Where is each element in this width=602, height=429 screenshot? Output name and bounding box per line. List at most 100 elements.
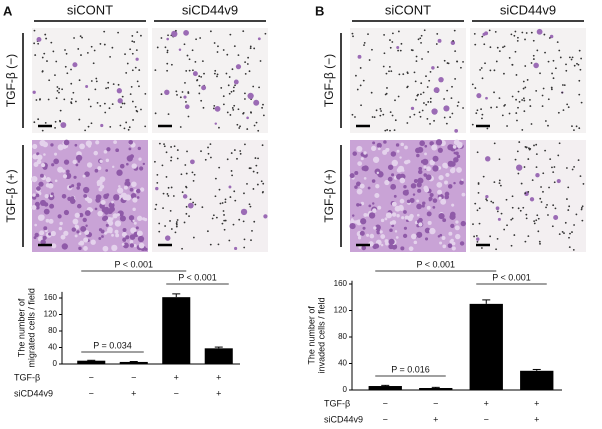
- cell: [485, 198, 488, 200]
- cell: [156, 173, 159, 176]
- cell: [92, 62, 95, 65]
- cell: [134, 66, 137, 69]
- cell: [233, 190, 236, 193]
- cell: [185, 172, 188, 175]
- cell: [380, 243, 384, 247]
- cell: [84, 210, 91, 217]
- cell: [124, 180, 131, 187]
- cell: [185, 101, 187, 103]
- cell: [76, 230, 80, 234]
- cell: [107, 81, 110, 84]
- cell: [135, 109, 138, 112]
- cell: [237, 108, 240, 111]
- cell: [418, 222, 423, 227]
- cell: [363, 177, 367, 180]
- cell: [175, 225, 178, 228]
- cell: [37, 214, 45, 221]
- cell: [514, 158, 517, 161]
- cell: [352, 35, 354, 38]
- cell: [119, 163, 125, 169]
- cell: [569, 232, 571, 235]
- cell: [79, 143, 85, 150]
- cell: [118, 185, 121, 188]
- cell: [166, 49, 169, 52]
- cell: [380, 218, 385, 223]
- cell: [419, 37, 422, 40]
- cell: [214, 69, 217, 72]
- cell: [81, 36, 83, 39]
- cell: [216, 51, 219, 53]
- cell: [445, 122, 448, 125]
- cell: [253, 124, 256, 127]
- cell: [419, 115, 422, 118]
- cell: [84, 129, 87, 132]
- y-tick-label: 40: [338, 359, 347, 368]
- cell: [431, 144, 438, 151]
- cell: [44, 194, 49, 199]
- cell: [243, 192, 245, 195]
- cell: [351, 214, 355, 217]
- cell: [522, 97, 525, 100]
- cell: [246, 182, 248, 185]
- cell: [95, 197, 101, 203]
- cell: [377, 147, 381, 151]
- cell: [226, 111, 229, 114]
- cell: [240, 208, 248, 216]
- cell: [389, 111, 392, 114]
- cell: [75, 154, 83, 162]
- cell: [99, 184, 105, 189]
- cell: [525, 217, 528, 220]
- cell: [54, 126, 56, 129]
- cell: [170, 146, 172, 148]
- cell: [224, 198, 227, 201]
- cell: [36, 186, 41, 191]
- cell: [536, 28, 543, 35]
- cell: [72, 91, 75, 94]
- cell: [176, 157, 179, 160]
- cell: [486, 127, 489, 130]
- cell: [249, 47, 252, 50]
- cell: [477, 183, 480, 185]
- cell: [554, 207, 557, 210]
- cell: [429, 227, 436, 235]
- cell: [43, 226, 48, 231]
- cell: [114, 229, 119, 234]
- cell: [522, 206, 525, 209]
- cell: [356, 203, 360, 207]
- cell: [128, 140, 133, 145]
- cell: [490, 106, 493, 109]
- cell: [575, 125, 578, 128]
- cell: [547, 214, 549, 216]
- cell: [375, 184, 380, 189]
- cell: [363, 212, 368, 217]
- cell: [494, 30, 497, 33]
- cell: [259, 60, 262, 62]
- row-label: TGF-β (+): [4, 169, 18, 222]
- cell: [254, 157, 257, 159]
- cell: [503, 228, 506, 231]
- cell: [135, 57, 139, 61]
- cell: [250, 111, 252, 114]
- cell: [160, 93, 163, 96]
- cell: [76, 182, 81, 187]
- cell: [578, 49, 581, 52]
- cell: [111, 217, 114, 220]
- cell: [170, 159, 172, 162]
- cell: [42, 235, 47, 241]
- bar: [162, 297, 191, 364]
- cell: [551, 72, 553, 75]
- cell: [63, 230, 69, 236]
- cell: [49, 203, 55, 209]
- cell: [263, 214, 268, 219]
- cell: [187, 202, 194, 209]
- cell: [136, 31, 139, 34]
- cell: [437, 189, 443, 195]
- cell: [356, 88, 359, 91]
- factor-level: −: [484, 414, 489, 424]
- cell: [532, 58, 535, 60]
- cell: [446, 62, 449, 64]
- cell: [257, 37, 261, 41]
- cell: [229, 33, 232, 36]
- cell: [524, 145, 527, 148]
- cell: [180, 173, 183, 176]
